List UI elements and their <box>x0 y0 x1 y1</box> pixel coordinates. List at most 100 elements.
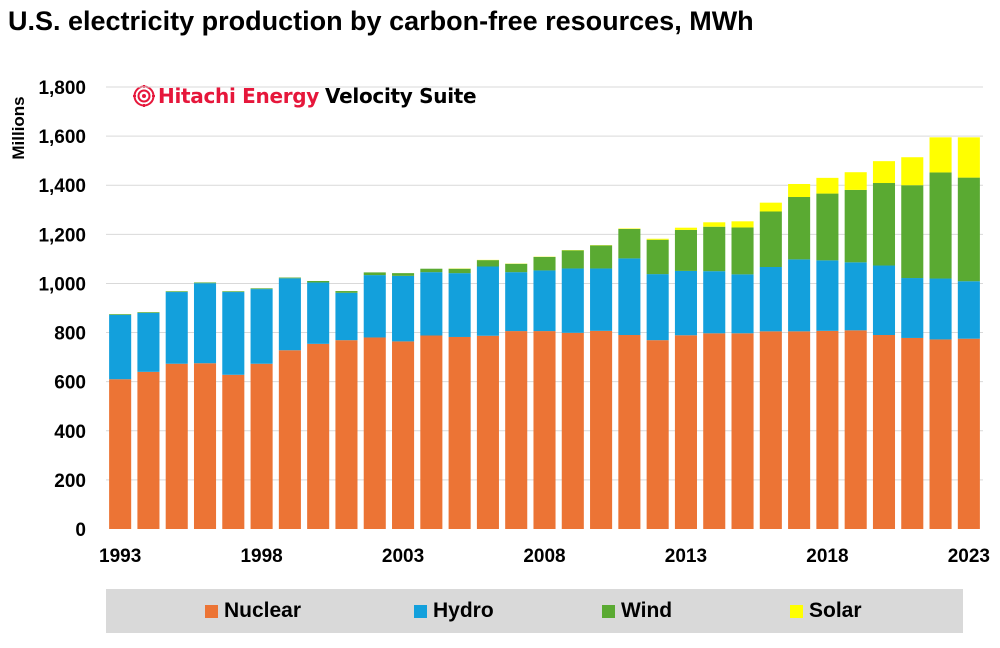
bar-wind-2012 <box>646 239 669 275</box>
legend-label: Wind <box>621 599 673 622</box>
bar-wind-2000 <box>307 280 330 283</box>
y-tick-label: 1,600 <box>38 127 86 148</box>
x-tick-label: 2003 <box>382 546 424 567</box>
bar-nuclear-2013 <box>674 335 697 529</box>
bar-wind-1996 <box>193 282 217 284</box>
y-tick-label: 800 <box>54 324 86 345</box>
bar-nuclear-1993 <box>109 379 132 529</box>
bar-nuclear-1996 <box>193 363 217 529</box>
legend-label: Solar <box>809 599 862 622</box>
bar-solar-2021 <box>901 157 924 186</box>
bar-nuclear-2017 <box>788 331 811 529</box>
bar-nuclear-2007 <box>505 331 528 529</box>
bar-wind-2006 <box>476 260 499 267</box>
bar-hydro-2012 <box>646 274 669 341</box>
bar-hydro-2007 <box>505 272 528 332</box>
bar-solar-2012 <box>646 238 669 240</box>
bar-wind-1994 <box>137 312 160 313</box>
brand-logo: Hitachi Energy Velocity Suite <box>133 83 477 109</box>
bar-wind-2007 <box>505 263 528 273</box>
bar-hydro-2006 <box>476 266 499 336</box>
bar-hydro-2002 <box>363 275 386 338</box>
x-tick-label: 2023 <box>948 546 990 567</box>
bar-wind-2011 <box>618 228 641 259</box>
bar-hydro-2023 <box>957 281 980 339</box>
bar-solar-2019 <box>844 172 867 190</box>
legend-swatch <box>205 604 218 618</box>
bar-wind-2017 <box>788 197 811 260</box>
y-tick-label: 1,400 <box>38 176 86 197</box>
bar-wind-2021 <box>901 185 924 279</box>
bars <box>109 137 980 529</box>
bar-solar-2015 <box>731 221 754 228</box>
x-tick-label: 1998 <box>240 546 282 567</box>
bar-hydro-2011 <box>618 258 641 336</box>
legend-label: Hydro <box>433 599 494 622</box>
stacked-bar-chart: 0 200 400 600 800 1,000 1,200 1,400 1,600 1,800 1… <box>38 78 990 567</box>
bar-nuclear-2001 <box>335 340 358 529</box>
bar-hydro-2017 <box>788 259 811 332</box>
bar-wind-2002 <box>363 272 386 276</box>
bar-solar-2020 <box>872 161 896 184</box>
bar-nuclear-2011 <box>618 335 641 529</box>
legend-item-solar: Solar <box>790 589 862 633</box>
bar-hydro-2015 <box>731 274 754 334</box>
legend-swatch <box>790 604 803 618</box>
bar-nuclear-2023 <box>957 338 980 529</box>
y-tick-label: 1,000 <box>38 274 86 295</box>
bar-solar-2018 <box>816 177 839 194</box>
legend-swatch <box>414 604 427 618</box>
bar-hydro-2000 <box>307 282 330 344</box>
bar-hydro-1996 <box>193 283 217 364</box>
bar-wind-2010 <box>590 245 613 269</box>
bar-wind-2005 <box>448 268 471 274</box>
bar-solar-2013 <box>674 227 697 230</box>
bar-hydro-1997 <box>222 292 245 375</box>
bar-hydro-1995 <box>165 292 188 364</box>
bar-nuclear-2022 <box>929 339 952 529</box>
x-tick-labels: 1993 1998 2003 2008 2013 2018 2023 <box>99 546 990 567</box>
bar-wind-1999 <box>278 277 301 279</box>
bar-hydro-2010 <box>590 268 613 331</box>
legend-item-hydro: Hydro <box>414 589 494 633</box>
bar-hydro-2004 <box>420 272 443 336</box>
bar-nuclear-2018 <box>816 330 839 529</box>
bar-nuclear-2000 <box>307 343 330 529</box>
bar-hydro-2021 <box>901 278 924 338</box>
bar-wind-2014 <box>703 226 726 272</box>
bar-wind-2015 <box>731 227 754 275</box>
bar-hydro-2022 <box>929 278 952 340</box>
bar-nuclear-2009 <box>561 332 584 529</box>
bar-nuclear-2004 <box>420 335 443 529</box>
bar-wind-1997 <box>222 291 245 293</box>
bar-nuclear-2012 <box>646 340 669 529</box>
bar-solar-2014 <box>703 222 726 227</box>
bar-nuclear-2006 <box>476 335 499 529</box>
bar-nuclear-2005 <box>448 336 471 529</box>
bar-hydro-1993 <box>109 314 132 380</box>
x-tick-label: 2013 <box>665 546 707 567</box>
bar-nuclear-2008 <box>533 331 556 529</box>
bar-hydro-2001 <box>335 292 358 341</box>
bar-nuclear-2015 <box>731 333 754 529</box>
bar-wind-2009 <box>561 250 584 269</box>
bar-hydro-2003 <box>392 275 415 342</box>
bar-wind-2020 <box>872 183 896 266</box>
bar-nuclear-2014 <box>703 333 726 529</box>
y-tick-label: 200 <box>54 471 86 492</box>
bar-wind-2022 <box>929 172 952 279</box>
bar-hydro-2013 <box>674 270 697 336</box>
y-tick-label: 1,200 <box>38 225 86 246</box>
bar-nuclear-1997 <box>222 374 245 529</box>
bar-nuclear-2020 <box>872 335 896 529</box>
x-tick-label: 1993 <box>99 546 141 567</box>
bar-solar-2022 <box>929 137 952 173</box>
bar-wind-2023 <box>957 177 980 282</box>
bar-wind-2016 <box>759 211 782 267</box>
bar-wind-2004 <box>420 268 443 273</box>
bar-hydro-2008 <box>533 270 556 332</box>
bar-nuclear-2016 <box>759 331 782 529</box>
brand-name: Hitachi Energy <box>158 84 320 108</box>
bar-solar-2023 <box>957 137 980 178</box>
bar-solar-2016 <box>759 202 782 212</box>
